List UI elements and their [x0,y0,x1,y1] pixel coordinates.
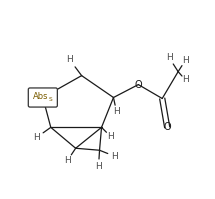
Text: H: H [64,156,71,165]
Text: O: O [135,80,142,90]
Text: S: S [49,97,52,102]
FancyBboxPatch shape [28,88,57,107]
Text: H: H [182,75,189,84]
Text: H: H [182,56,189,65]
Text: H: H [34,133,40,142]
Text: H: H [113,107,120,116]
Text: Abs: Abs [33,92,49,101]
Text: O: O [163,122,171,132]
Text: H: H [66,55,73,64]
Text: H: H [111,152,118,161]
Text: H: H [95,162,102,171]
Text: H: H [107,132,114,141]
Text: H: H [166,53,173,62]
